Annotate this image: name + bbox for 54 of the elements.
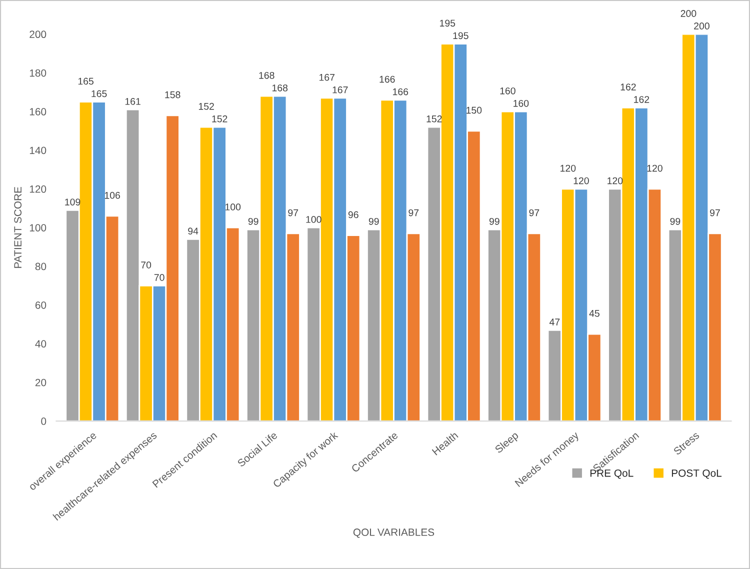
y-tick-label: 180 bbox=[30, 69, 46, 77]
data-label: 160 bbox=[514, 100, 529, 107]
y-tick-label: 80 bbox=[35, 262, 46, 270]
y-tick-label: 0 bbox=[41, 418, 46, 425]
data-label: 168 bbox=[272, 84, 288, 92]
y-axis-title: PATIENT SCORE bbox=[14, 186, 22, 268]
data-label: 161 bbox=[125, 98, 140, 105]
data-label: 167 bbox=[319, 74, 334, 81]
data-label: 97 bbox=[408, 209, 419, 216]
data-label: 195 bbox=[440, 20, 456, 27]
data-label: 99 bbox=[368, 218, 379, 225]
data-label: 70 bbox=[141, 262, 152, 268]
legend-label: POST QoL bbox=[672, 469, 722, 479]
data-label: 166 bbox=[380, 76, 395, 83]
data-label: 45 bbox=[589, 310, 600, 317]
data-label: 162 bbox=[634, 96, 650, 103]
data-label: 168 bbox=[259, 72, 274, 79]
data-label: 150 bbox=[466, 106, 482, 114]
y-tick-label: 120 bbox=[30, 185, 46, 193]
data-label: 120 bbox=[560, 164, 576, 172]
data-label: 106 bbox=[104, 192, 120, 199]
data-label: 167 bbox=[332, 86, 348, 94]
data-label: 99 bbox=[248, 218, 258, 225]
data-label: 96 bbox=[348, 211, 358, 218]
y-tick-label: 40 bbox=[35, 340, 46, 348]
data-label: 158 bbox=[165, 91, 180, 98]
legend-label: PRE QoL bbox=[590, 469, 634, 479]
data-label: 97 bbox=[288, 209, 298, 216]
y-tick-label: 20 bbox=[35, 378, 46, 386]
data-label: 160 bbox=[500, 87, 516, 94]
data-label: 94 bbox=[188, 228, 198, 235]
data-label: 100 bbox=[225, 204, 241, 210]
data-label: 166 bbox=[393, 88, 408, 96]
data-label: 70 bbox=[154, 274, 164, 281]
y-tick-label: 60 bbox=[35, 301, 46, 309]
data-label: 47 bbox=[549, 318, 560, 326]
data-label: 97 bbox=[710, 209, 720, 216]
data-label: 97 bbox=[529, 209, 540, 216]
y-tick-label: 140 bbox=[30, 146, 46, 154]
data-label: 152 bbox=[212, 115, 228, 122]
data-label: 200 bbox=[680, 10, 696, 17]
y-tick-label: 100 bbox=[30, 224, 46, 232]
data-label: 99 bbox=[489, 218, 500, 225]
y-tick-label: 200 bbox=[30, 30, 46, 38]
y-tick-label: 160 bbox=[30, 108, 46, 116]
data-label: 120 bbox=[574, 177, 589, 184]
data-label: 152 bbox=[198, 102, 214, 110]
data-label: 200 bbox=[694, 22, 710, 30]
data-label: 165 bbox=[92, 90, 107, 98]
data-label: 99 bbox=[670, 218, 680, 225]
data-label: 162 bbox=[620, 84, 636, 90]
x-axis-title: QOL VARIABLES bbox=[353, 528, 434, 538]
data-label: 195 bbox=[453, 32, 468, 40]
data-label: 165 bbox=[78, 78, 94, 85]
